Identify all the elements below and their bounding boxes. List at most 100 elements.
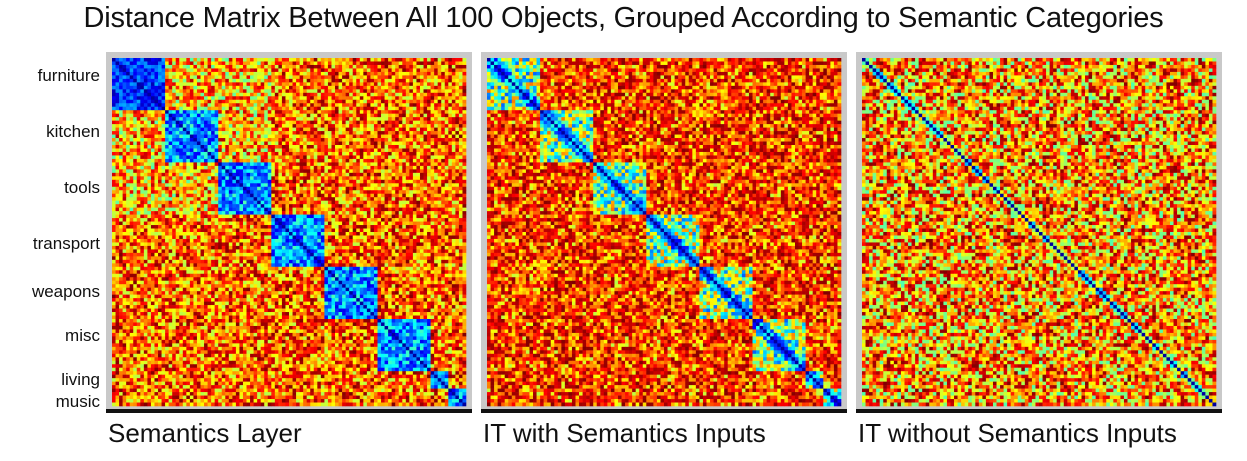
heatmap-cell	[200, 141, 205, 146]
heatmap-cell	[416, 113, 421, 118]
heatmap-cell	[207, 113, 212, 118]
heatmap-cell	[179, 141, 184, 146]
heatmap-cell	[313, 117, 318, 121]
heatmap-cell	[363, 64, 368, 69]
heatmap-cell	[384, 58, 389, 62]
heatmap-cell	[349, 211, 354, 215]
heatmap-cell	[147, 186, 152, 191]
heatmap-cell	[320, 193, 325, 198]
heatmap-cell	[140, 141, 145, 146]
heatmap-cell	[289, 197, 293, 201]
heatmap-cell	[398, 103, 403, 108]
heatmap-cell	[232, 207, 237, 212]
heatmap-cell	[239, 145, 244, 149]
heatmap-cell	[381, 113, 385, 118]
heatmap-cell	[239, 190, 244, 195]
heatmap-cell	[434, 68, 438, 73]
heatmap-cell	[384, 172, 389, 177]
heatmap-cell	[366, 207, 371, 212]
heatmap-cell	[306, 172, 311, 177]
heatmap-cell	[388, 75, 392, 80]
heatmap-cell	[196, 134, 201, 139]
heatmap-cell	[359, 85, 364, 90]
heatmap-cell	[427, 89, 431, 94]
heatmap-cell	[451, 221, 456, 226]
heatmap-cell	[126, 99, 130, 104]
heatmap-cell	[338, 158, 343, 163]
heatmap-cell	[136, 92, 141, 97]
heatmap-cell	[381, 124, 385, 128]
heatmap-cell	[299, 138, 304, 142]
heatmap-cell	[207, 169, 212, 174]
heatmap-cell	[349, 148, 354, 153]
heatmap-cell	[133, 172, 138, 177]
heatmap-cell	[412, 218, 417, 222]
heatmap-cell	[451, 162, 456, 167]
heatmap-cell	[271, 218, 276, 222]
heatmap-cell	[221, 113, 226, 118]
heatmap-cell	[381, 99, 385, 104]
heatmap-cell	[441, 61, 446, 66]
heatmap-cell	[112, 113, 116, 118]
heatmap-cell	[289, 134, 293, 139]
heatmap-cell	[112, 106, 116, 111]
heatmap-cell	[448, 151, 453, 156]
heatmap-cell	[423, 92, 428, 97]
heatmap-cell	[423, 211, 428, 215]
heatmap-cell	[356, 134, 361, 139]
heatmap-cell	[352, 172, 357, 177]
heatmap-cell	[264, 85, 269, 90]
heatmap-cell	[299, 131, 304, 135]
heatmap-cell	[451, 124, 456, 128]
heatmap-cell	[186, 193, 191, 198]
heatmap-cell	[150, 186, 155, 191]
heatmap-cell	[281, 186, 286, 191]
heatmap-cell	[129, 78, 134, 83]
heatmap-cell	[441, 75, 446, 80]
heatmap-cell	[136, 68, 141, 73]
heatmap-cell	[370, 176, 375, 181]
heatmap-cell	[395, 131, 400, 135]
heatmap-cell	[122, 120, 127, 125]
heatmap-cell	[260, 172, 265, 177]
heatmap-cell	[250, 200, 254, 205]
heatmap-cell	[147, 155, 152, 160]
heatmap-cell	[412, 162, 417, 167]
heatmap-cell	[462, 162, 467, 167]
heatmap-cell	[306, 186, 311, 191]
heatmap-cell	[448, 68, 453, 73]
heatmap-cell	[377, 71, 382, 76]
heatmap-cell	[122, 85, 127, 90]
heatmap-cell	[161, 158, 166, 163]
heatmap-cell	[196, 221, 201, 226]
heatmap-cell	[119, 103, 123, 108]
heatmap-cell	[441, 117, 446, 121]
heatmap-cell	[391, 103, 396, 108]
heatmap-cell	[423, 124, 428, 128]
heatmap-cell	[412, 138, 417, 142]
heatmap-cell	[250, 207, 254, 212]
heatmap-cell	[257, 162, 261, 167]
heatmap-cell	[271, 134, 276, 139]
heatmap-cell	[147, 117, 152, 121]
heatmap-cell	[250, 225, 254, 229]
heatmap-cell	[267, 71, 272, 76]
heatmap-cell	[384, 92, 389, 97]
heatmap-cell	[186, 221, 191, 226]
heatmap-cell	[214, 193, 219, 198]
heatmap-cell	[405, 193, 410, 198]
heatmap-cell	[363, 117, 368, 121]
heatmap-cell	[133, 200, 138, 205]
heatmap-cell	[225, 214, 230, 219]
heatmap-cell	[458, 183, 463, 188]
heatmap-cell	[306, 204, 311, 208]
heatmap-cell	[175, 113, 180, 118]
heatmap-cell	[303, 155, 307, 160]
heatmap-cell	[381, 131, 385, 135]
heatmap-cell	[115, 148, 120, 153]
heatmap-cell	[140, 151, 145, 156]
heatmap-cell	[281, 64, 286, 69]
heatmap-cell	[133, 207, 138, 212]
heatmap-cell	[214, 221, 219, 226]
heatmap-cell	[384, 127, 389, 132]
